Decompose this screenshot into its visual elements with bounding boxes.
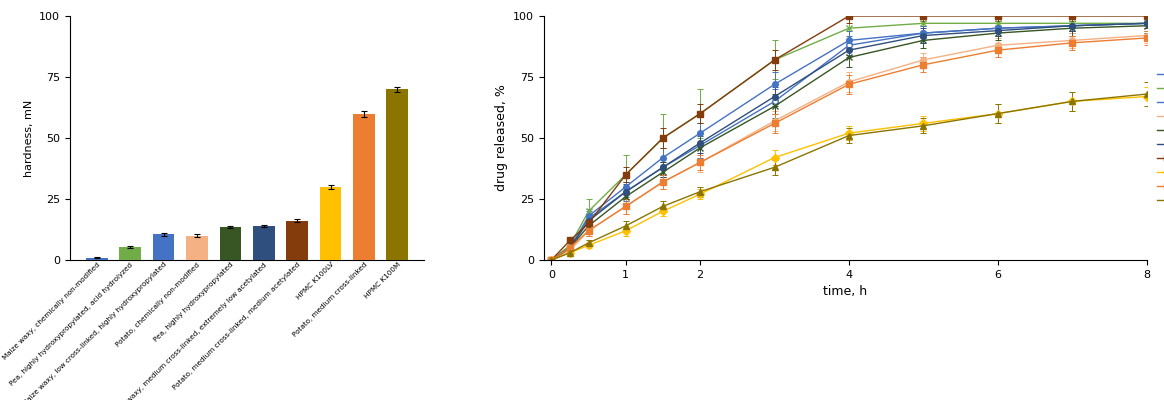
- Bar: [86, 258, 107, 260]
- Legend: maize waxy chemically non-modified, pea highly hydroxypropylated, acid hydrolyze: maize waxy chemically non-modified, pea …: [1157, 71, 1164, 205]
- Y-axis label: hardness, mN: hardness, mN: [23, 99, 34, 177]
- Bar: [186, 236, 208, 260]
- Bar: [286, 221, 308, 260]
- Bar: [253, 226, 275, 260]
- Bar: [353, 114, 375, 260]
- Bar: [120, 246, 141, 260]
- Bar: [320, 187, 341, 260]
- Y-axis label: drug released, %: drug released, %: [495, 84, 508, 192]
- Bar: [220, 227, 241, 260]
- Bar: [386, 89, 409, 260]
- Bar: [152, 234, 175, 260]
- X-axis label: time, h: time, h: [823, 285, 867, 298]
